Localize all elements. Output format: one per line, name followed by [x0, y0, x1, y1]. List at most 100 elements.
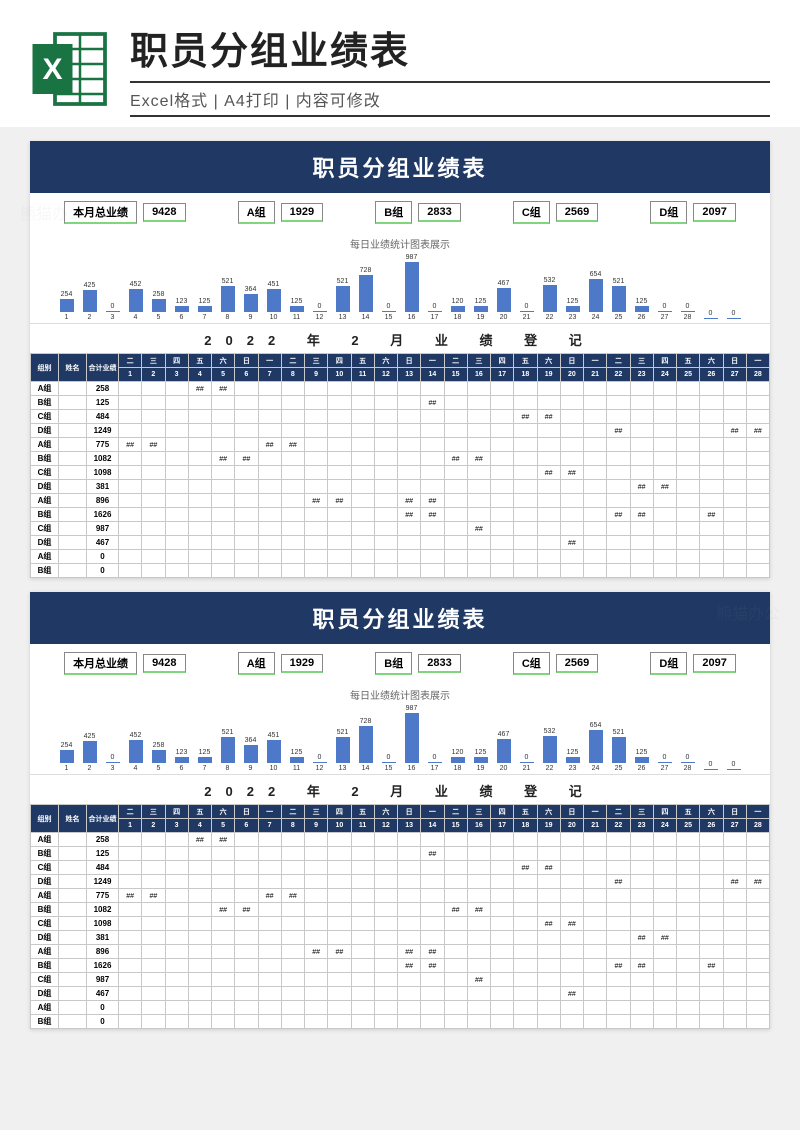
cell-day [235, 494, 258, 508]
bar-rect [704, 769, 718, 770]
cell-day [467, 424, 490, 438]
bar-day-label: 28 [684, 765, 692, 772]
cell-name [59, 564, 87, 578]
cell-day [142, 466, 165, 480]
date-banner: 2022 年 2 月 业 绩 登 记 [30, 774, 770, 804]
cell-day [281, 973, 304, 987]
bar-value-label: 364 [245, 286, 257, 293]
cell-day [491, 959, 514, 973]
cell-day [723, 382, 746, 396]
cell-day [491, 861, 514, 875]
bar-value-label: 0 [732, 761, 736, 768]
bar-column: 53222 [539, 277, 561, 321]
cell-day [560, 494, 583, 508]
bar-column: 027 [654, 303, 676, 321]
cell-day [700, 522, 723, 536]
bar-day-label: 10 [270, 314, 278, 321]
cell-day [584, 931, 607, 945]
cell-day [653, 833, 676, 847]
col-header-weekday: 四 [165, 354, 188, 368]
cell-day [491, 1001, 514, 1015]
cell-day [398, 564, 421, 578]
bar-rect [198, 757, 212, 763]
bar-day-label: 21 [523, 765, 531, 772]
bar-column: 03 [102, 303, 124, 321]
col-header-group: 组别 [31, 805, 59, 833]
col-header-weekday: 二 [119, 354, 142, 368]
col-header-weekday: 一 [584, 805, 607, 819]
cell-day [281, 1001, 304, 1015]
cell-day [514, 522, 537, 536]
cell-day [723, 861, 746, 875]
cell-day [351, 875, 374, 889]
cell-total: 775 [87, 438, 119, 452]
cell-total: 987 [87, 522, 119, 536]
bar-rect [313, 311, 327, 312]
cell-day [142, 1001, 165, 1015]
col-header-day: 4 [188, 368, 211, 382]
bar-day-label: 3 [111, 314, 115, 321]
cell-day [607, 410, 630, 424]
bar-day-label: 22 [546, 765, 554, 772]
summary-group-label: C组 [513, 652, 550, 675]
cell-day [258, 973, 281, 987]
cell-day: ## [653, 480, 676, 494]
cell-day [258, 564, 281, 578]
cell-day [165, 945, 188, 959]
col-header-weekday: 二 [281, 805, 304, 819]
cell-day: ## [119, 438, 142, 452]
cell-total: 1249 [87, 424, 119, 438]
cell-day [281, 466, 304, 480]
bar-day-label: 17 [431, 765, 439, 772]
cell-day [351, 410, 374, 424]
cell-day [746, 438, 769, 452]
bar-day-label: 25 [615, 765, 623, 772]
cell-day [630, 536, 653, 550]
cell-day: ## [212, 903, 235, 917]
col-header-day: 2 [142, 819, 165, 833]
table-row: B组125## [31, 396, 770, 410]
cell-day: ## [142, 438, 165, 452]
cell-day [677, 564, 700, 578]
bar-day-label: 2 [88, 314, 92, 321]
col-header-day: 1 [119, 819, 142, 833]
cell-day [281, 480, 304, 494]
cell-day [351, 959, 374, 973]
cell-day [723, 438, 746, 452]
table-row: A组896######## [31, 945, 770, 959]
cell-day [328, 959, 351, 973]
cell-day [630, 1015, 653, 1029]
cell-day [421, 903, 444, 917]
cell-day [351, 466, 374, 480]
cell-day [560, 424, 583, 438]
bar-day-label: 13 [339, 765, 347, 772]
bar-value-label: 425 [84, 282, 96, 289]
cell-day [374, 550, 397, 564]
bar-rect [704, 318, 718, 319]
table-row: A组0 [31, 550, 770, 564]
cell-day [560, 903, 583, 917]
cell-total: 896 [87, 945, 119, 959]
bar-rect [474, 306, 488, 312]
cell-day [630, 494, 653, 508]
cell-group: A组 [31, 494, 59, 508]
cell-group: B组 [31, 959, 59, 973]
cell-day [305, 480, 328, 494]
cell-day [584, 550, 607, 564]
summary-row: 本月总业绩9428A组1929B组2833C组2569D组2097 [30, 193, 770, 232]
cell-day [607, 396, 630, 410]
excel-icon: X [30, 29, 110, 109]
cell-day: ## [212, 382, 235, 396]
cell-day [351, 861, 374, 875]
cell-day [281, 959, 304, 973]
cell-total: 258 [87, 382, 119, 396]
bar-column: 53222 [539, 728, 561, 772]
cell-day [305, 438, 328, 452]
bar-day-label: 6 [180, 765, 184, 772]
bar-day-label: 4 [134, 314, 138, 321]
cell-day: ## [421, 959, 444, 973]
bar-value-label: 728 [360, 718, 372, 725]
cell-day [374, 847, 397, 861]
cell-day [653, 987, 676, 1001]
col-header-day: 18 [514, 368, 537, 382]
